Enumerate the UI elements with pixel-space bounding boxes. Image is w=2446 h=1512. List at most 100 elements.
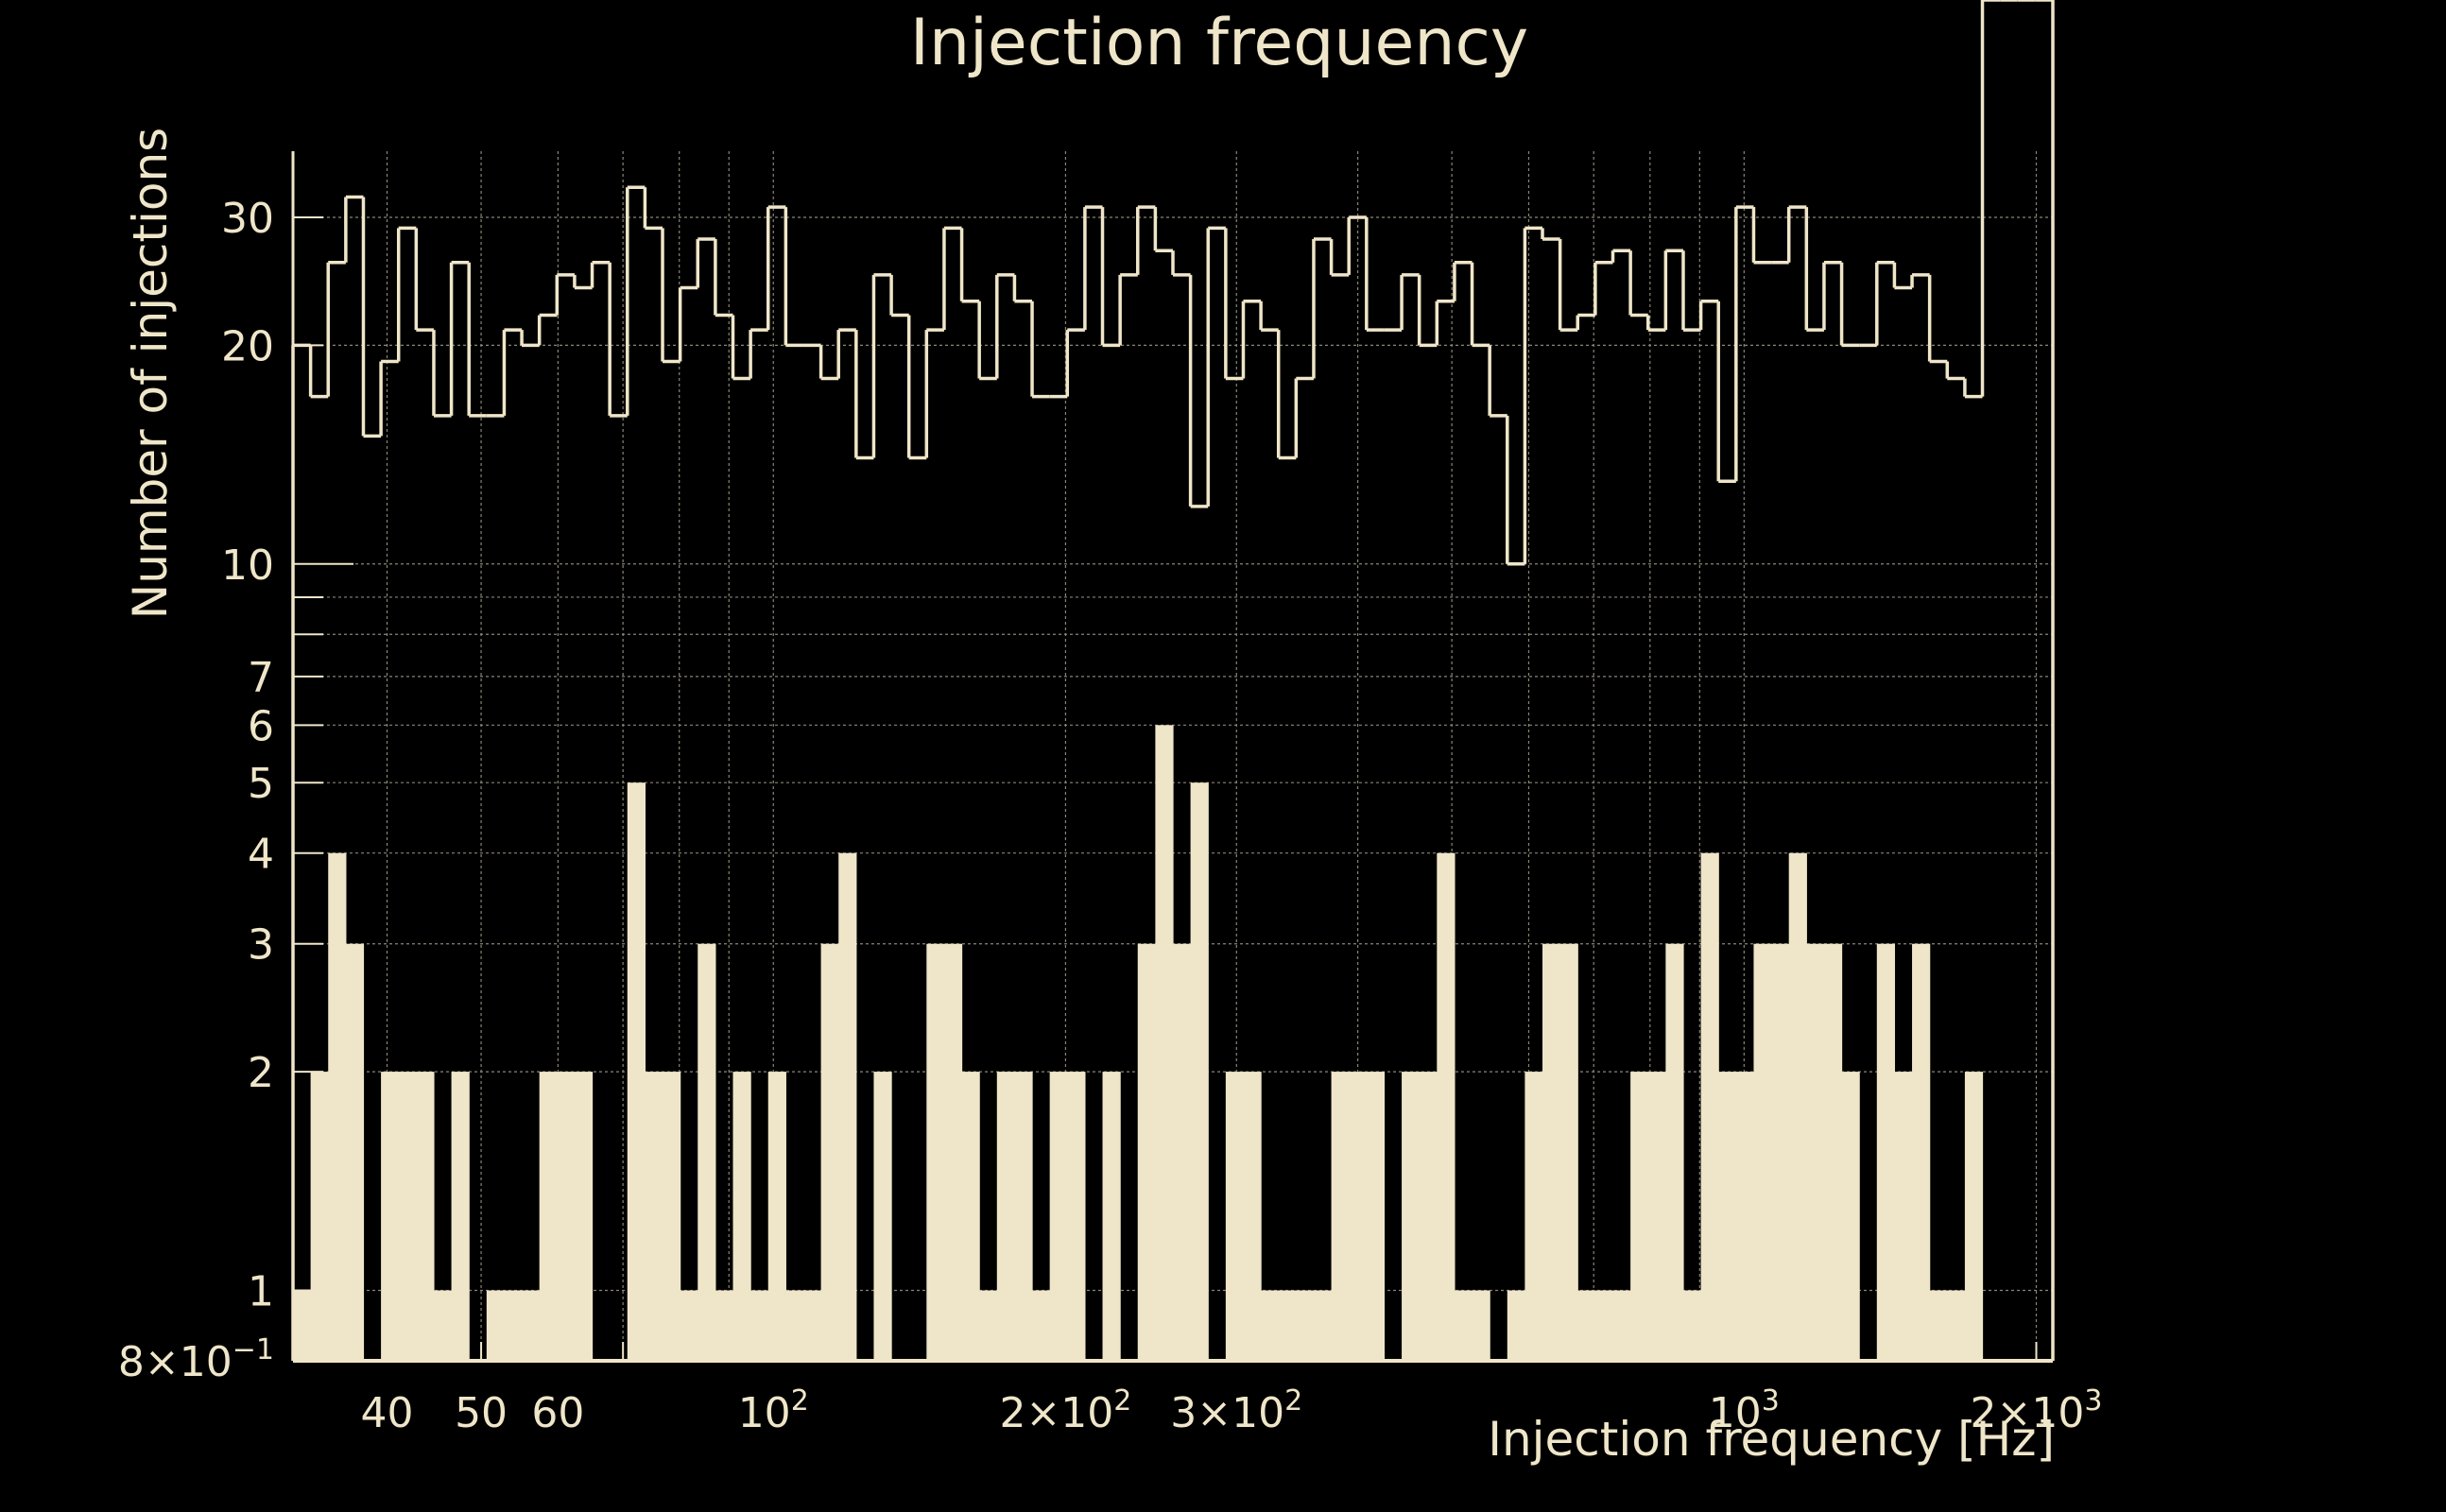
histogram-bar (539, 1072, 558, 1361)
histogram-bar (1753, 943, 1772, 1361)
histogram-bar (1173, 943, 1192, 1361)
histogram-bar (979, 1290, 998, 1361)
y-tick-label: 1 (248, 1268, 274, 1316)
histogram-bar (1841, 1072, 1860, 1361)
histogram-bar (1032, 1290, 1051, 1361)
histogram-bar (1612, 1290, 1631, 1361)
histogram-bar (802, 1290, 822, 1361)
histogram-bar (416, 1072, 435, 1361)
histogram-bar (1542, 943, 1561, 1361)
x-tick-label: 60 (531, 1389, 584, 1437)
histogram-bar (1014, 1072, 1033, 1361)
histogram-bar (1419, 1072, 1438, 1361)
histogram-bar (557, 1072, 576, 1361)
histogram-bar (1067, 1072, 1086, 1361)
histogram-bar (1630, 1072, 1649, 1361)
histogram-bar (1771, 943, 1790, 1361)
histogram-bar (504, 1290, 523, 1361)
histogram-bar (1402, 1072, 1421, 1361)
x-tick-label: 40 (361, 1389, 414, 1437)
histogram-bar (345, 943, 365, 1361)
y-tick-label: 10 (221, 541, 274, 590)
histogram-bar (926, 943, 945, 1361)
histogram-bar (1806, 943, 1825, 1361)
histogram-bar (715, 1290, 734, 1361)
y-axis-label: Number of injections (123, 128, 178, 619)
histogram-bar (398, 1072, 417, 1361)
histogram-bar (486, 1290, 506, 1361)
histogram-bar (663, 1072, 681, 1361)
histogram-bar (750, 1290, 769, 1361)
histogram-bar (1665, 943, 1684, 1361)
x-axis-label: Injection frequency [Hz] (1488, 1412, 2055, 1467)
tick-labels: 40 50 60 102 2×102 3×102 103 2×103 8×10−1 1 2 3 4 5 67… (118, 195, 2103, 1437)
x-tick-label: 102 (738, 1384, 809, 1437)
y-tick-label: 30 (221, 195, 274, 243)
y-tick-label: 8×10−1 (118, 1333, 274, 1386)
histogram-bar (1929, 1290, 1948, 1361)
histogram-bar (1331, 1072, 1350, 1361)
histogram-bar (1700, 852, 1719, 1361)
histogram-bar (451, 1072, 470, 1361)
histogram-bar (1577, 1290, 1596, 1361)
chart-title: Injection frequency (910, 6, 1528, 80)
histogram-bar (1313, 1290, 1333, 1361)
histogram-bar (1278, 1290, 1297, 1361)
histogram-bar (1437, 852, 1456, 1361)
y-tick-label: 6 (248, 702, 274, 750)
histogram-bar (1349, 1072, 1368, 1361)
y-tick-label: 2 (248, 1049, 274, 1097)
histogram-bar (732, 1072, 751, 1361)
x-tick-label: 50 (455, 1389, 508, 1437)
histogram-bar (1049, 1072, 1068, 1361)
histogram-bar (522, 1290, 541, 1361)
histogram-bar (767, 1072, 786, 1361)
histogram-bar (574, 1072, 594, 1361)
histogram-bar (785, 1290, 804, 1361)
histogram-bar (1559, 943, 1578, 1361)
histogram-bar (996, 1072, 1016, 1361)
histogram-bar (310, 1072, 329, 1361)
y-tick-label: 3 (248, 921, 274, 970)
histogram-bar (1225, 1072, 1245, 1361)
histogram-bar (698, 943, 716, 1361)
histogram-bar (293, 1290, 312, 1361)
histogram-bar (1524, 1072, 1543, 1361)
histogram-bar (943, 943, 963, 1361)
x-tick-label: 3×102 (1170, 1384, 1302, 1437)
y-tick-label: 20 (221, 322, 274, 370)
histogram-bar (1366, 1072, 1386, 1361)
histogram-bar (961, 1072, 980, 1361)
histogram-bar (1682, 1290, 1702, 1361)
filled-histogram (293, 725, 1984, 1361)
histogram-bar (1718, 1072, 1737, 1361)
histogram-bar (1261, 1290, 1280, 1361)
histogram-bar (433, 1290, 453, 1361)
histogram-bar (1912, 943, 1931, 1361)
histogram-bar (645, 1072, 663, 1361)
y-tick-label: 5 (248, 760, 274, 808)
y-tick-label: 4 (248, 831, 274, 879)
x-tick-label: 103 (1709, 1384, 1780, 1437)
histogram-bar (627, 782, 646, 1361)
histogram-bar (1947, 1290, 1966, 1361)
histogram-bar (1190, 782, 1209, 1361)
histogram-bar (820, 943, 839, 1361)
histogram-bar (328, 852, 347, 1361)
histogram-bar (1296, 1290, 1315, 1361)
histogram-bar (381, 1072, 400, 1361)
histogram-bar (1876, 943, 1896, 1361)
histogram-bar (838, 852, 857, 1361)
histogram-bar (1137, 943, 1156, 1361)
histogram-bar (1594, 1290, 1614, 1361)
x-tick-label: 2×102 (999, 1384, 1131, 1437)
histogram-bar (1102, 1072, 1121, 1361)
histogram-bar (1735, 1072, 1755, 1361)
y-tick-label: 7 (248, 654, 274, 702)
histogram-bar (1155, 725, 1174, 1361)
histogram-bar (873, 1072, 892, 1361)
histogram-bar (1507, 1290, 1525, 1361)
histogram-bar (1472, 1290, 1490, 1361)
histogram-bar (1823, 943, 1843, 1361)
histogram-bar (1454, 1290, 1473, 1361)
